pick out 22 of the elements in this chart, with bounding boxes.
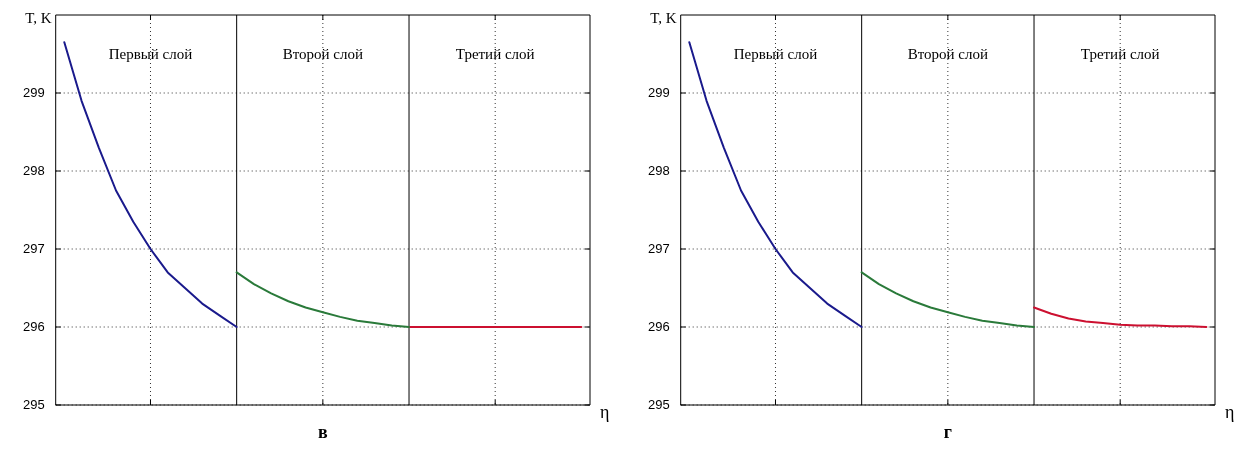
y-tick-label: 296	[647, 318, 670, 334]
y-tick-label: 297	[22, 240, 45, 256]
y-axis-title: T, K	[650, 9, 677, 26]
y-tick-label: 298	[647, 162, 670, 178]
y-tick-label: 295	[647, 396, 670, 412]
annotation: Первый слой	[733, 45, 818, 62]
annotation: Третий слой	[455, 45, 535, 62]
x-axis-title: η	[600, 401, 610, 422]
annotation: Второй слой	[282, 45, 363, 62]
y-tick-label: 296	[22, 318, 45, 334]
y-tick-label: 299	[22, 84, 45, 100]
y-tick-label: 299	[647, 84, 670, 100]
text: в	[317, 421, 328, 442]
annotation: Первый слой	[108, 45, 193, 62]
y-tick-label: 295	[22, 396, 45, 412]
x-axis-title: η	[1225, 401, 1235, 422]
annotation: Третий слой	[1080, 45, 1160, 62]
annotation: Второй слой	[907, 45, 988, 62]
text: г	[943, 421, 952, 442]
y-axis-title: T, K	[25, 9, 52, 26]
y-tick-label: 297	[647, 240, 670, 256]
y-tick-label: 298	[22, 162, 45, 178]
